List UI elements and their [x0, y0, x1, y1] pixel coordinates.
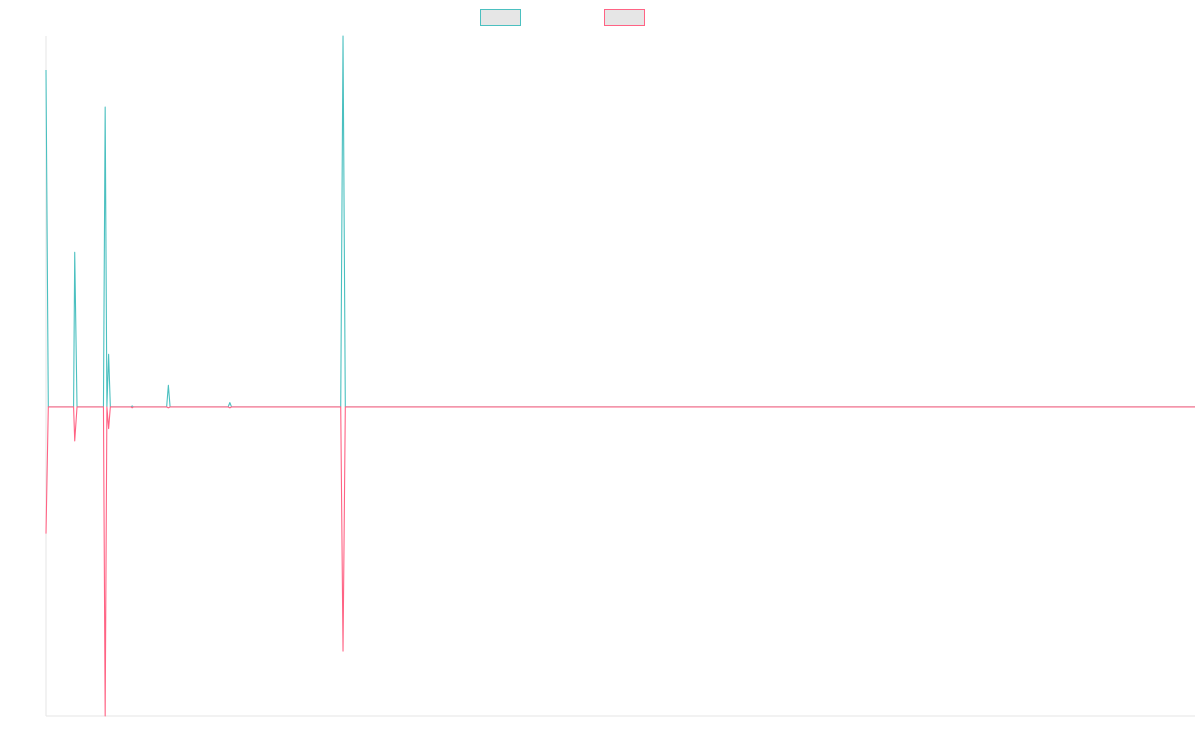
axes — [45, 36, 1195, 717]
series-line-1 — [45, 35, 1195, 408]
series-layer — [45, 35, 1195, 717]
legend-item-2[interactable] — [604, 9, 645, 26]
legend-item-1[interactable] — [480, 9, 521, 26]
series-line-2 — [45, 406, 1195, 717]
legend — [480, 9, 645, 26]
